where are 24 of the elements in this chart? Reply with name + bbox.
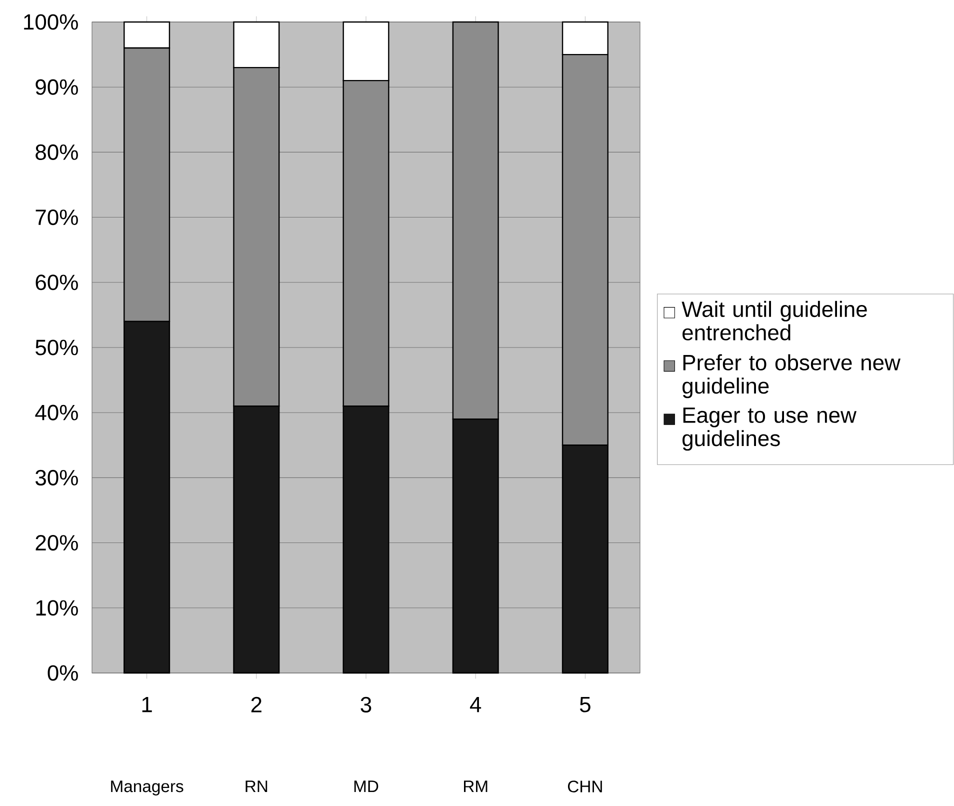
y-tick-label: 50% — [36, 340, 78, 356]
x-tick-label: 2 — [251, 696, 262, 712]
legend-label: Wait until guideline entrenched — [682, 300, 867, 340]
text: CHN — [568, 780, 602, 792]
y-tick-label: 40% — [35, 404, 78, 420]
y-tick-label: 0% — [48, 665, 78, 681]
x-tick-label: 5 — [580, 696, 590, 712]
y-tick-label: 90% — [36, 79, 78, 95]
text: MD — [354, 780, 378, 792]
y-tick-label: 10% — [36, 600, 78, 616]
legend-label: Prefer to observe new guideline — [682, 354, 900, 398]
text: RM — [464, 780, 488, 792]
y-tick-label: 30% — [36, 470, 78, 486]
y-tick-label: 100% — [24, 14, 78, 30]
y-tick-label: 20% — [36, 534, 78, 551]
x-tick-label: 4 — [470, 696, 482, 712]
x-tick-label: 3 — [360, 696, 372, 713]
legend-label: Eager to use new guidelines — [682, 408, 856, 451]
x-tick-label: 1 — [142, 696, 152, 712]
y-tick-label: 70% — [36, 209, 78, 226]
text: RN — [246, 780, 268, 792]
text: Managers — [111, 780, 184, 796]
y-tick-label: 80% — [36, 144, 78, 160]
y-tick-label: 60% — [36, 274, 78, 290]
